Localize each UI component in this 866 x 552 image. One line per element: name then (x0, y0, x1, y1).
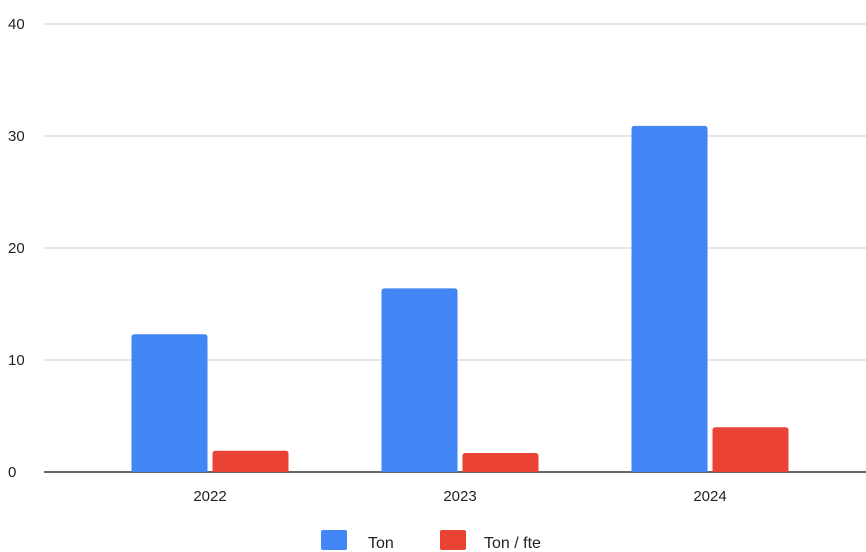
x-tick-label: 2024 (693, 488, 726, 505)
x-tick-label: 2023 (443, 488, 476, 505)
bar-ton-2023 (381, 288, 458, 472)
legend-label: Ton (368, 535, 394, 552)
legend: Ton Ton / fte (321, 530, 541, 552)
bar-ton-fte-2022 (212, 450, 289, 472)
y-tick-label: 40 (8, 16, 25, 33)
legend-swatch (440, 530, 466, 550)
bars (131, 125, 789, 473)
legend-item: Ton (321, 530, 394, 552)
y-axis-ticks: 0 10 20 30 40 (8, 16, 25, 481)
y-tick-label: 20 (8, 240, 25, 257)
x-tick-label: 2022 (193, 488, 226, 505)
bar-ton-fte-2024 (712, 427, 789, 472)
x-axis-ticks: 2022 2023 2024 (193, 488, 726, 505)
y-tick-label: 30 (8, 128, 25, 145)
bar-ton-2022 (131, 334, 208, 472)
bar-ton-fte-2023 (462, 452, 539, 472)
legend-item: Ton / fte (440, 530, 541, 552)
bar-ton-2024 (631, 125, 708, 473)
y-tick-label: 0 (8, 464, 16, 481)
legend-swatch (321, 530, 347, 550)
legend-label: Ton / fte (484, 535, 541, 552)
y-tick-label: 10 (8, 352, 25, 369)
